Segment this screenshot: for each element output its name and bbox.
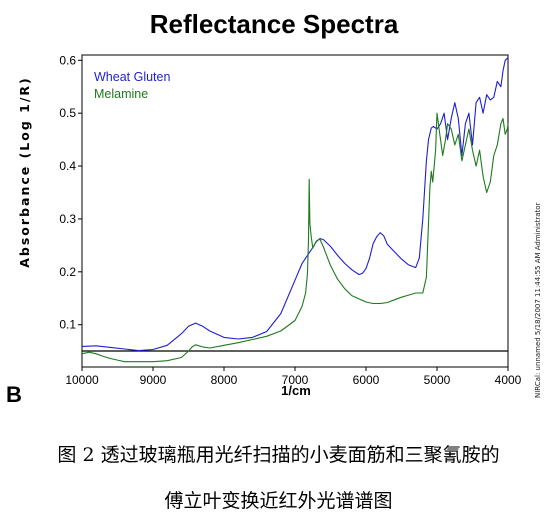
x-tick-label: 4000 (495, 373, 522, 387)
x-tick-label: 5000 (424, 373, 451, 387)
x-tick-label: 10000 (65, 373, 99, 387)
series-line-melamine (81, 112, 509, 363)
y-axis-ticks: 0.1 0.2 0.3 0.4 0.5 0.6 (59, 53, 82, 332)
chart-title: Reflectance Spectra (150, 9, 399, 39)
plot-frame (81, 54, 509, 368)
y-tick-label: 0.2 (59, 265, 76, 279)
figure-caption-line-1: 图 2 透过玻璃瓶用光纤扫描的小麦面筋和三聚氰胺的 (57, 444, 500, 466)
y-axis-label: Absorbance (Log 1/R) (17, 76, 32, 268)
instrument-note: NIRCal: unnamed 5/18/2007 11:44:55 AM Ad… (534, 202, 542, 398)
reflectance-spectra-chart: Reflectance Spectra 0.1 0.2 0.3 0.4 0.5 0.6 1… (6, 9, 542, 407)
x-tick-label: 8000 (211, 373, 238, 387)
y-tick-label: 0.1 (59, 318, 76, 332)
x-axis-ticks: 10000 9000 8000 7000 6000 5000 4000 (65, 367, 522, 387)
x-axis-label: 1/cm (281, 383, 311, 398)
series-lines (81, 57, 509, 363)
panel-letter: B (6, 382, 22, 407)
y-tick-label: 0.3 (59, 212, 76, 226)
y-tick-label: 0.6 (59, 53, 76, 67)
x-tick-label: 7000 (282, 373, 309, 387)
legend-entry-melamine: Melamine (94, 87, 148, 101)
y-tick-label: 0.5 (59, 106, 76, 120)
y-tick-label: 0.4 (59, 159, 76, 173)
legend: Wheat Gluten Melamine (94, 70, 170, 101)
x-tick-label: 6000 (353, 373, 380, 387)
series-line-wheat-gluten (81, 57, 509, 352)
figure-caption-line-2: 傅立叶变换近红外光谱谱图 (164, 490, 393, 512)
x-tick-label: 9000 (140, 373, 167, 387)
legend-entry-wheat-gluten: Wheat Gluten (94, 70, 170, 84)
